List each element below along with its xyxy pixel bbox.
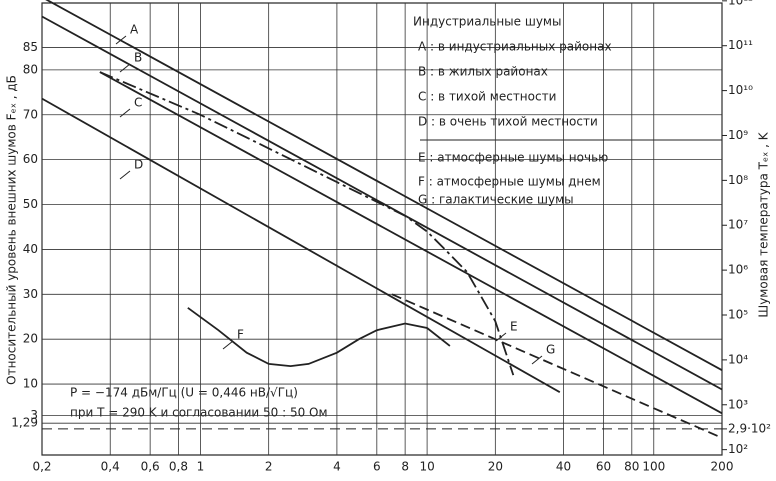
y2-tick-label: 10⁸ [728,173,748,187]
y-tick-label: 40 [23,242,38,256]
curve-label: F [237,328,244,342]
y2-axis-title: Шумовая температура Tₑₓ , K [757,131,771,317]
x-tick-label: 80 [624,460,639,474]
x-tick-label: 10 [419,460,434,474]
x-tick-label: 8 [401,460,409,474]
y-tick-label: 60 [23,152,38,166]
x-tick-label: 60 [596,460,611,474]
series-line [99,71,723,415]
x-tick-label: 0,2 [32,460,51,474]
y2-tick-label: 10¹⁰ [728,83,753,97]
legend-entry: C : в тихой местности [418,90,556,104]
y2-tick-label: 10⁷ [728,218,748,232]
curve-label-leader [531,355,543,365]
curve-label-leader [119,63,131,73]
series-line [41,15,723,391]
y2-tick-label: 10³ [728,397,748,411]
x-tick-label: 1 [197,460,205,474]
y-tick-label: 3 [30,408,38,422]
y2-tick-label: 10¹² [728,0,753,7]
y-tick-label: 30 [23,287,38,301]
curve-label: B [134,51,142,65]
series-line [391,293,723,439]
y2-tick-label: 10² [728,442,748,456]
curve-label: D [134,158,143,172]
annotation: P = −174 дБм/Гц (U = 0,446 нВ/√Гц) [70,386,298,400]
y-tick-label: 70 [23,107,38,121]
annotation: при T = 290 K и согласовании 50 : 50 Ом [70,406,328,420]
y-tick-label: 20 [23,332,38,346]
curve-label-leader [119,108,131,118]
y-tick-label: 50 [23,197,38,211]
legend-entry: D : в очень тихой местности [418,115,598,129]
legend-entry: E : атмосферные шумы ночью [418,151,608,165]
legend-entry: A : в индустриальных районах [418,40,612,54]
y-axis-title: Относительный уровень внешних шумов Fₑₓ … [5,75,19,385]
y-tick-label: 80 [23,62,38,76]
y2-tick-label: 2,9·10² [728,421,771,435]
x-tick-label: 2 [265,460,273,474]
curve-label-leader [222,340,234,350]
legend-entry: F : атмосферные шумы днем [418,175,601,189]
series-line [187,307,451,368]
legend-entry: G : галактические шумы [418,193,574,207]
series-line [99,71,515,376]
x-tick-label: 40 [556,460,571,474]
x-tick-label: 200 [711,460,734,474]
curve-label-leader [119,170,131,180]
series-line [41,97,561,393]
x-tick-label: 0,4 [101,460,120,474]
y-tick-label: 1,29 [11,416,38,430]
y2-tick-label: 10⁴ [728,352,748,366]
curve-label: C [134,96,142,110]
legend-title: Индустриальные шумы [413,15,561,29]
x-tick-label: 100 [642,460,665,474]
x-tick-label: 4 [333,460,341,474]
series-line [45,0,723,371]
x-tick-label: 0,8 [169,460,188,474]
y2-tick-label: 10⁶ [728,263,748,277]
curve-label: A [130,23,139,37]
x-tick-label: 20 [488,460,503,474]
curve-label-leader [115,35,127,45]
legend-entry: B : в жилых районах [418,65,548,79]
curve-label: G [546,343,555,357]
curve-label: E [510,320,518,334]
y2-tick-label: 10¹¹ [728,38,753,52]
x-tick-label: 6 [373,460,381,474]
y2-tick-label: 10⁵ [728,308,748,322]
y2-tick-label: 10⁹ [728,128,748,142]
y-tick-label: 10 [23,377,38,391]
x-tick-label: 0,6 [141,460,160,474]
y-tick-label: 85 [23,40,38,54]
